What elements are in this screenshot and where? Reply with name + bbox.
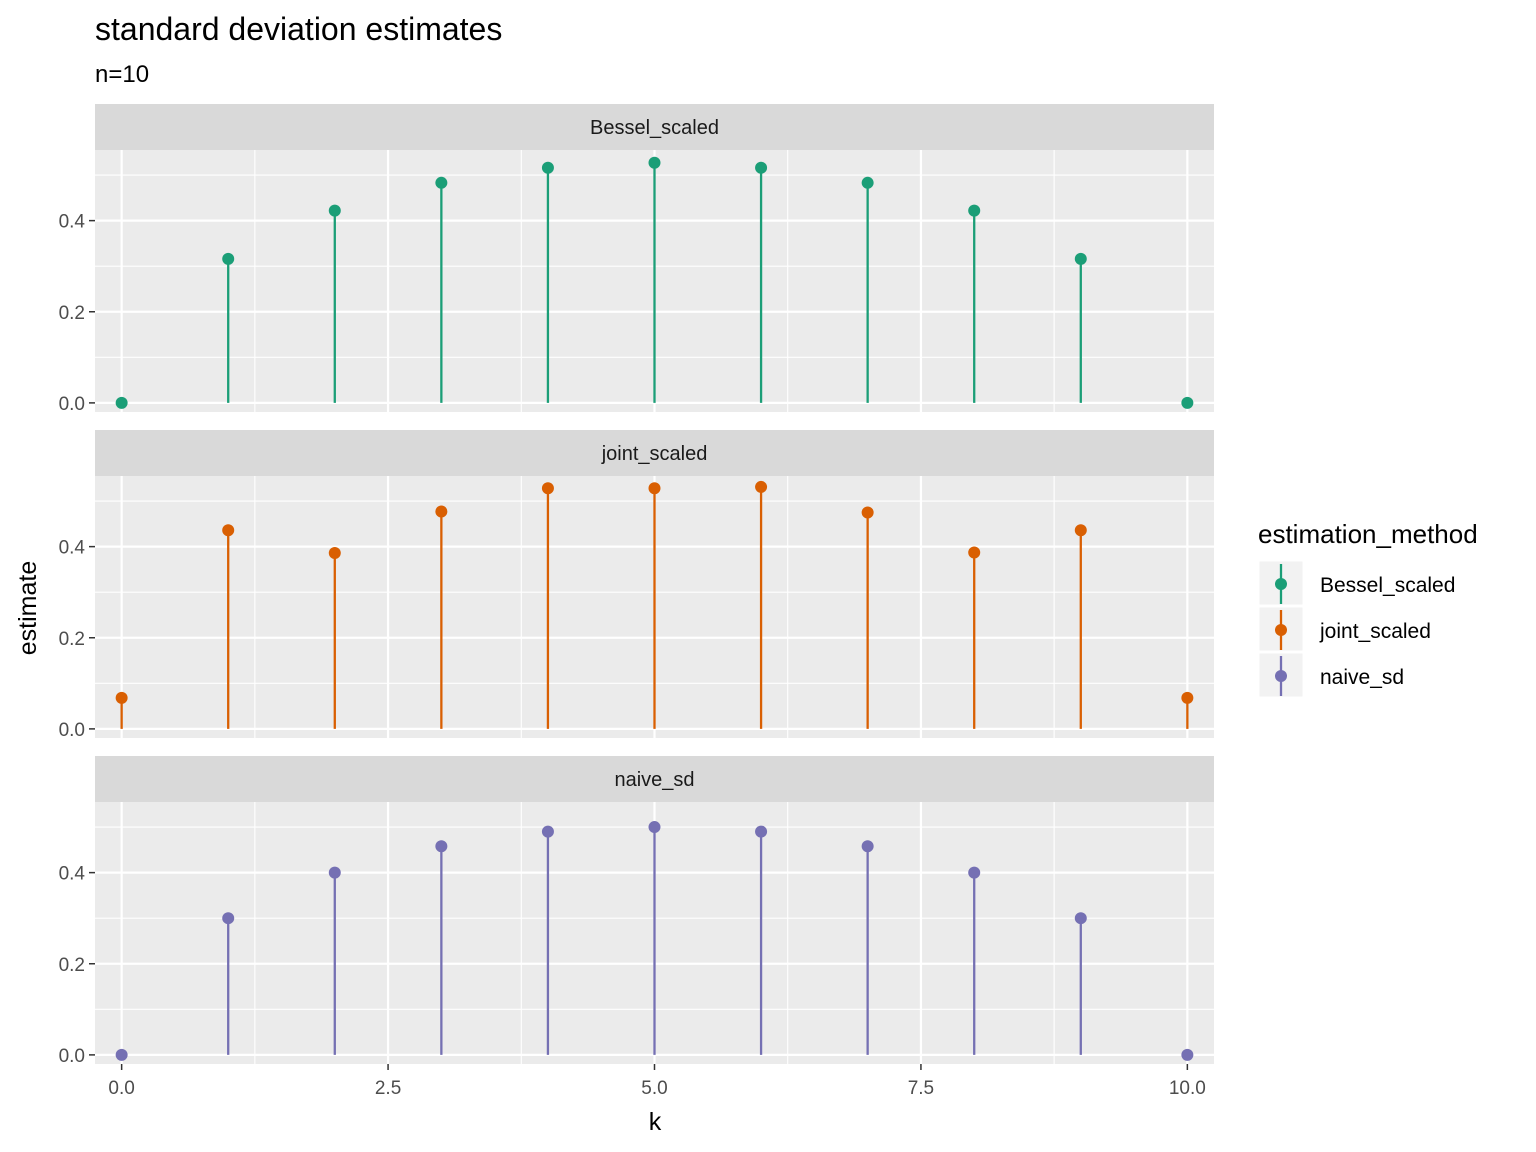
data-point [648, 821, 661, 834]
facet-strip [95, 104, 1214, 150]
y-tick-label: 0.0 [59, 394, 85, 415]
data-point [1181, 396, 1194, 409]
facet-panel-Bessel_scaled: Bessel_scaled 0.0 0.2 0.4 [59, 104, 1214, 415]
legend-key-point [1275, 578, 1287, 590]
legend-key-point [1275, 670, 1287, 682]
data-point [328, 204, 341, 217]
x-tick-label: 2.5 [375, 1078, 401, 1099]
data-point [861, 840, 874, 853]
data-point [861, 506, 874, 519]
legend-title: estimation_method [1258, 519, 1478, 549]
facet-strip-label: naive_sd [614, 769, 694, 791]
data-point [115, 396, 128, 409]
x-tick-label: 7.5 [908, 1078, 934, 1099]
x-tick-label: 0.0 [108, 1078, 134, 1099]
facet-strip-label: joint_scaled [601, 443, 708, 465]
facet-panel-naive_sd: naive_sd 0.0 0.2 0.4 [59, 756, 1214, 1067]
legend-key-point [1275, 624, 1287, 636]
y-tick-label: 0.4 [59, 538, 86, 559]
data-point [435, 505, 448, 518]
data-point [755, 825, 768, 838]
data-point [222, 252, 235, 265]
data-point [1181, 691, 1194, 704]
legend-label: naive_sd [1320, 666, 1404, 689]
facet-strip-label: Bessel_scaled [590, 117, 719, 139]
x-axis: 0.0 2.5 5.0 7.5 10.0 [108, 1064, 1206, 1099]
legend: estimation_method Bessel_scaled joint_sca… [1258, 519, 1478, 698]
data-point [541, 482, 554, 495]
legend-label: Bessel_scaled [1320, 574, 1455, 597]
y-tick-label: 0.4 [59, 212, 86, 233]
facet-panels: Bessel_scaled 0.0 0.2 0.4 joint_scaled 0.0 0.2… [59, 104, 1214, 1067]
y-tick-label: 0.0 [59, 720, 85, 741]
y-tick-label: 0.2 [59, 629, 85, 650]
data-point [648, 482, 661, 495]
legend-label: joint_scaled [1319, 620, 1431, 643]
data-point [115, 1048, 128, 1061]
y-axis-title: estimate [14, 561, 42, 655]
facet-strip [95, 756, 1214, 802]
data-point [755, 161, 768, 174]
y-tick-label: 0.2 [59, 955, 85, 976]
data-point [755, 480, 768, 493]
data-point [1074, 252, 1087, 265]
y-tick-label: 0.4 [59, 864, 86, 885]
data-point [968, 866, 981, 879]
data-point [541, 825, 554, 838]
facet-strip [95, 430, 1214, 476]
data-point [968, 546, 981, 559]
data-point [328, 866, 341, 879]
data-point [968, 204, 981, 217]
data-point [1181, 1048, 1194, 1061]
data-point [435, 840, 448, 853]
x-tick-label: 5.0 [641, 1078, 667, 1099]
data-point [115, 691, 128, 704]
x-tick-label: 10.0 [1169, 1078, 1206, 1099]
data-point [861, 176, 874, 189]
y-tick-label: 0.0 [59, 1046, 85, 1067]
data-point [541, 161, 554, 174]
facet-panel-joint_scaled: joint_scaled 0.0 0.2 0.4 [59, 430, 1214, 741]
data-point [222, 524, 235, 537]
chart-title: standard deviation estimates [95, 11, 502, 47]
data-point [328, 547, 341, 560]
chart-subtitle: n=10 [95, 61, 149, 88]
data-point [435, 176, 448, 189]
data-point [1074, 524, 1087, 537]
data-point [222, 912, 235, 925]
data-point [1074, 912, 1087, 925]
y-tick-label: 0.2 [59, 303, 85, 324]
data-point [648, 156, 661, 169]
x-axis-title: k [649, 1108, 662, 1136]
